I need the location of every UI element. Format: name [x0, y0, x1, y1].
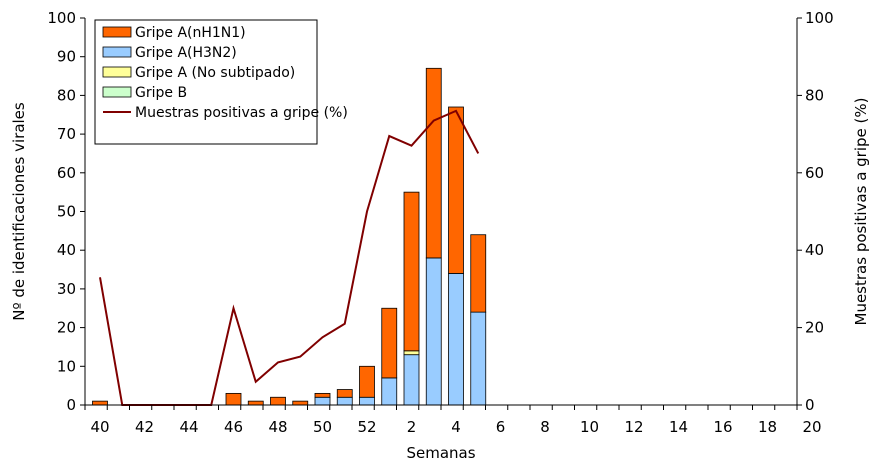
x-tick-label: 18 — [758, 418, 777, 436]
bar-segment — [314, 396, 331, 406]
y-tick-label: 70 — [57, 125, 76, 143]
y2-tick-label: 80 — [805, 86, 824, 104]
bar-segment — [292, 400, 309, 406]
y-tick-label: 90 — [57, 48, 76, 66]
legend-swatch — [102, 86, 132, 98]
y-tick-label: 20 — [57, 319, 76, 337]
x-tick-label: 10 — [580, 418, 599, 436]
x-tick-label: 2 — [407, 418, 417, 436]
bar-segment — [403, 354, 420, 406]
y-tick-label: 100 — [47, 9, 76, 27]
x-tick-label: 40 — [90, 418, 109, 436]
bar-segment — [425, 67, 442, 259]
x-tick-label: 52 — [357, 418, 376, 436]
y2-tick-label: 20 — [805, 319, 824, 337]
x-tick-label: 48 — [268, 418, 287, 436]
y-tick-label: 0 — [66, 396, 76, 414]
x-tick-label: 44 — [179, 418, 198, 436]
x-tick-label: 12 — [624, 418, 643, 436]
x-axis-label: Semanas — [406, 444, 475, 461]
legend-swatch — [102, 66, 132, 78]
legend-label: Gripe A(nH1N1) — [135, 25, 246, 41]
x-tick-label: 6 — [496, 418, 506, 436]
bar-segment — [92, 400, 108, 406]
bar-segment — [359, 365, 375, 398]
bar-segment — [225, 392, 242, 406]
bar-segment — [381, 307, 398, 379]
y-tick-label: 60 — [57, 164, 76, 182]
bar-segment — [470, 311, 487, 406]
bars — [92, 67, 487, 406]
legend-swatch — [102, 26, 132, 38]
bar-segment — [403, 350, 420, 356]
y-tick-label: 10 — [57, 357, 76, 375]
x-tick-label: 14 — [669, 418, 688, 436]
bar-segment — [314, 392, 331, 398]
legend-label: Gripe A(H3N2) — [135, 45, 237, 61]
bar-segment — [359, 396, 375, 406]
bar-segment — [336, 389, 353, 398]
y-tick-label: 50 — [57, 203, 76, 221]
y2-tick-label: 40 — [805, 241, 824, 259]
bar-segment — [270, 396, 286, 406]
bar-segment — [470, 234, 487, 313]
bar-segment — [403, 191, 420, 352]
legend-swatch — [102, 46, 132, 58]
bar-segment — [448, 106, 464, 274]
bar-segment — [381, 377, 398, 406]
x-tick-label: 16 — [713, 418, 732, 436]
bar-segment — [336, 396, 353, 406]
y-tick-label: 80 — [57, 86, 76, 104]
x-tick-label: 42 — [135, 418, 154, 436]
y-tick-label: 30 — [57, 280, 76, 298]
bar-segment — [425, 257, 442, 406]
legend-label: Gripe B — [135, 85, 187, 101]
y2-axis-label: Muestras positivas a gripe (%) — [852, 98, 870, 326]
y-axis-label: Nº de identificaciones virales — [10, 102, 28, 321]
y2-tick-label: 0 — [805, 396, 815, 414]
x-tick-label: 50 — [313, 418, 332, 436]
x-tick-label: 8 — [540, 418, 550, 436]
bar-segment — [448, 273, 464, 406]
legend-label: Muestras positivas a gripe (%) — [135, 105, 348, 121]
legend-box — [94, 19, 318, 145]
y-tick-label: 40 — [57, 241, 76, 259]
legend: Gripe A(nH1N1) Gripe A(H3N2) Gripe A (No s… — [94, 19, 348, 145]
legend-label: Gripe A (No subtipado) — [135, 65, 295, 81]
y2-tick-label: 60 — [805, 164, 824, 182]
x-tick-label: 20 — [802, 418, 821, 436]
y2-tick-label: 100 — [805, 9, 834, 27]
bar-segment — [247, 400, 264, 406]
x-tick-label: 4 — [451, 418, 461, 436]
x-tick-label: 46 — [224, 418, 243, 436]
